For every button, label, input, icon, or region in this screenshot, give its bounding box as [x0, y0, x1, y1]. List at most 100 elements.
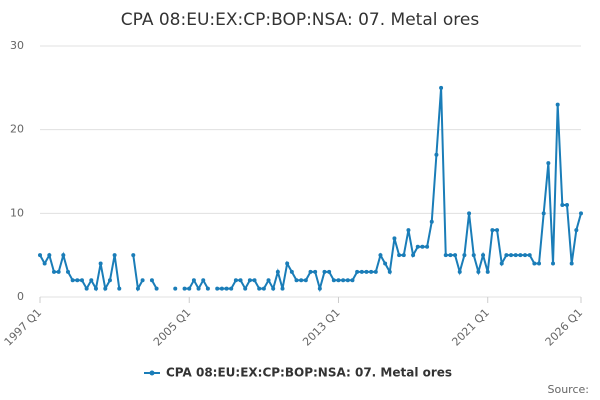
- point: [117, 286, 122, 291]
- point: [532, 261, 537, 266]
- x-tick-label: 2013 Q1: [300, 306, 343, 349]
- point: [415, 244, 420, 249]
- x-tick-label: 1997 Q1: [2, 306, 45, 349]
- point: [38, 253, 42, 258]
- x-tick-label: 2021 Q1: [449, 306, 492, 349]
- point: [523, 253, 528, 258]
- y-tick-label: 0: [17, 290, 24, 303]
- point: [285, 261, 290, 266]
- point: [98, 261, 103, 266]
- point: [434, 152, 439, 157]
- point: [196, 286, 201, 291]
- point: [103, 286, 108, 291]
- point: [247, 278, 252, 283]
- source: Source:: [548, 383, 590, 396]
- y-tick-label: 10: [10, 206, 24, 219]
- point: [518, 253, 523, 258]
- point: [56, 269, 61, 274]
- point: [448, 253, 453, 258]
- point: [224, 286, 229, 291]
- point: [47, 253, 52, 258]
- point: [453, 253, 458, 258]
- point: [551, 261, 556, 266]
- point: [579, 211, 583, 216]
- point: [546, 161, 551, 166]
- point: [504, 253, 509, 258]
- point: [299, 278, 304, 283]
- series-line: [39, 87, 582, 293]
- point: [345, 278, 350, 283]
- point: [131, 253, 136, 258]
- point: [70, 278, 75, 283]
- point: [373, 269, 378, 274]
- point: [331, 278, 336, 283]
- point: [61, 253, 66, 258]
- point: [233, 278, 238, 283]
- point: [425, 244, 430, 249]
- point: [378, 253, 383, 258]
- point: [93, 286, 98, 291]
- point: [243, 286, 248, 291]
- point: [467, 211, 472, 216]
- point: [271, 286, 276, 291]
- point: [457, 269, 462, 274]
- point: [89, 278, 94, 283]
- point: [420, 244, 425, 249]
- point: [294, 278, 299, 283]
- point: [135, 286, 140, 291]
- point: [75, 278, 80, 283]
- point: [266, 278, 271, 283]
- point: [322, 269, 327, 274]
- legend-marker: [149, 370, 155, 376]
- point: [154, 286, 159, 291]
- point: [252, 278, 257, 283]
- point: [392, 236, 397, 241]
- point: [187, 286, 192, 291]
- point: [275, 269, 280, 274]
- point: [191, 278, 196, 283]
- point: [513, 253, 518, 258]
- x-tick-label: 2026 Q1: [543, 306, 586, 349]
- point: [401, 253, 406, 258]
- point: [355, 269, 360, 274]
- point: [219, 286, 224, 291]
- point: [411, 253, 416, 258]
- point: [261, 286, 266, 291]
- point: [574, 228, 579, 233]
- point: [317, 286, 322, 291]
- point: [485, 269, 490, 274]
- point: [79, 278, 84, 283]
- point: [541, 211, 546, 216]
- point: [569, 261, 574, 266]
- point: [476, 269, 481, 274]
- point: [490, 228, 495, 233]
- x-tick-label: 2005 Q1: [151, 306, 194, 349]
- point: [229, 286, 234, 291]
- point: [51, 269, 56, 274]
- point: [383, 261, 388, 266]
- point: [387, 269, 392, 274]
- y-tick-label: 20: [10, 123, 24, 136]
- point: [173, 286, 178, 291]
- point: [481, 253, 486, 258]
- point: [84, 286, 89, 291]
- point: [537, 261, 542, 266]
- point: [429, 219, 434, 224]
- point: [149, 278, 154, 283]
- point: [257, 286, 262, 291]
- point: [42, 261, 47, 266]
- point: [215, 286, 220, 291]
- point: [112, 253, 117, 258]
- point: [509, 253, 514, 258]
- point: [341, 278, 346, 283]
- point: [443, 253, 448, 258]
- point: [238, 278, 243, 283]
- point: [205, 286, 210, 291]
- point: [565, 202, 570, 207]
- point: [182, 286, 187, 291]
- point: [289, 269, 294, 274]
- legend-label: CPA 08:EU:EX:CP:BOP:NSA: 07. Metal ores: [166, 366, 452, 380]
- point: [313, 269, 318, 274]
- point: [140, 278, 145, 283]
